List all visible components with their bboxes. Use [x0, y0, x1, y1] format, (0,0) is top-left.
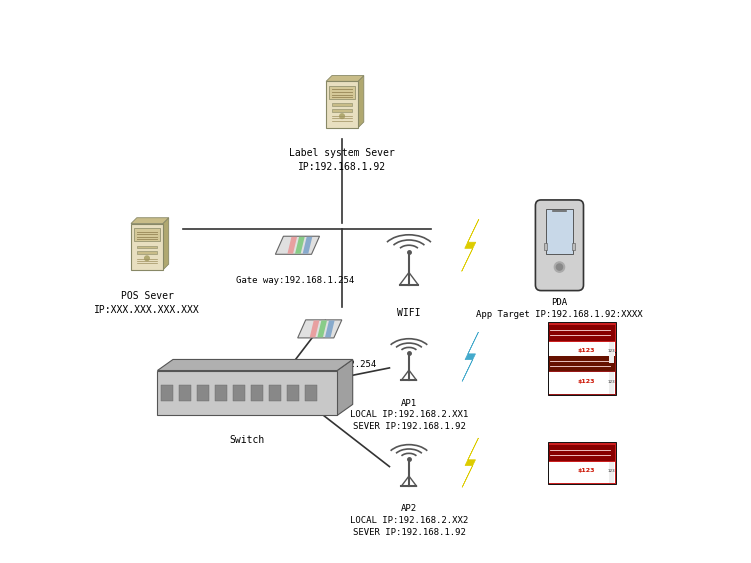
FancyBboxPatch shape	[549, 462, 615, 482]
Text: Gate way:192.168.2.254: Gate way:192.168.2.254	[258, 360, 376, 369]
FancyBboxPatch shape	[198, 385, 209, 401]
FancyBboxPatch shape	[233, 385, 245, 401]
Circle shape	[556, 264, 562, 270]
Polygon shape	[131, 218, 169, 224]
Polygon shape	[326, 75, 363, 82]
Text: AP1
LOCAL IP:192.168.2.XX1
SEVER IP:192.168.1.92: AP1 LOCAL IP:192.168.2.XX1 SEVER IP:192.…	[350, 399, 468, 431]
FancyBboxPatch shape	[547, 321, 616, 364]
Polygon shape	[462, 438, 478, 488]
Text: $123: $123	[577, 468, 595, 473]
FancyBboxPatch shape	[131, 224, 163, 270]
FancyBboxPatch shape	[326, 82, 358, 128]
FancyBboxPatch shape	[329, 86, 355, 99]
Text: $123: $123	[577, 379, 595, 384]
Text: 123: 123	[608, 469, 615, 473]
FancyBboxPatch shape	[609, 462, 614, 482]
Polygon shape	[337, 359, 353, 415]
FancyBboxPatch shape	[546, 209, 573, 254]
Circle shape	[554, 262, 565, 272]
Polygon shape	[309, 320, 319, 337]
Text: 123: 123	[608, 349, 615, 353]
FancyBboxPatch shape	[549, 373, 615, 394]
FancyBboxPatch shape	[161, 385, 173, 401]
Text: 123: 123	[608, 380, 615, 384]
FancyBboxPatch shape	[251, 385, 263, 401]
FancyBboxPatch shape	[609, 373, 614, 394]
FancyBboxPatch shape	[137, 245, 157, 248]
Polygon shape	[325, 320, 335, 337]
FancyBboxPatch shape	[332, 109, 352, 111]
Polygon shape	[318, 320, 327, 337]
FancyBboxPatch shape	[547, 352, 616, 395]
Polygon shape	[276, 236, 319, 254]
Text: Label system Sever
IP:192.168.1.92: Label system Sever IP:192.168.1.92	[289, 148, 395, 172]
FancyBboxPatch shape	[535, 200, 584, 291]
Polygon shape	[295, 237, 305, 254]
Text: $123: $123	[577, 348, 595, 354]
FancyBboxPatch shape	[137, 251, 157, 254]
FancyBboxPatch shape	[549, 445, 615, 461]
FancyBboxPatch shape	[215, 385, 227, 401]
FancyBboxPatch shape	[549, 325, 615, 341]
Polygon shape	[297, 320, 342, 338]
FancyBboxPatch shape	[547, 441, 616, 484]
Polygon shape	[462, 332, 478, 381]
Polygon shape	[288, 237, 297, 254]
FancyBboxPatch shape	[549, 356, 615, 372]
FancyBboxPatch shape	[572, 243, 575, 251]
Circle shape	[339, 114, 345, 118]
Text: Gate way:192.168.1.254: Gate way:192.168.1.254	[236, 276, 354, 285]
FancyBboxPatch shape	[544, 243, 547, 251]
Text: POS Sever
IP:XXX.XXX.XXX.XXX: POS Sever IP:XXX.XXX.XXX.XXX	[94, 291, 200, 315]
Polygon shape	[158, 370, 337, 415]
Polygon shape	[358, 75, 363, 128]
FancyBboxPatch shape	[549, 342, 615, 363]
FancyBboxPatch shape	[179, 385, 191, 401]
Text: Switch: Switch	[230, 435, 265, 445]
Polygon shape	[158, 359, 353, 370]
Text: PDA
App Target IP:192.168.1.92:XXXX: PDA App Target IP:192.168.1.92:XXXX	[476, 298, 643, 319]
Polygon shape	[303, 237, 312, 254]
FancyBboxPatch shape	[269, 385, 281, 401]
Circle shape	[145, 256, 149, 261]
FancyBboxPatch shape	[287, 385, 299, 401]
Polygon shape	[163, 218, 169, 270]
Text: WIFI: WIFI	[397, 308, 421, 318]
Text: AP2
LOCAL IP:192.168.2.XX2
SEVER IP:192.168.1.92: AP2 LOCAL IP:192.168.2.XX2 SEVER IP:192.…	[350, 504, 468, 537]
FancyBboxPatch shape	[332, 104, 352, 106]
Polygon shape	[462, 219, 479, 271]
FancyBboxPatch shape	[134, 228, 160, 241]
FancyBboxPatch shape	[305, 385, 317, 401]
FancyBboxPatch shape	[609, 342, 614, 363]
